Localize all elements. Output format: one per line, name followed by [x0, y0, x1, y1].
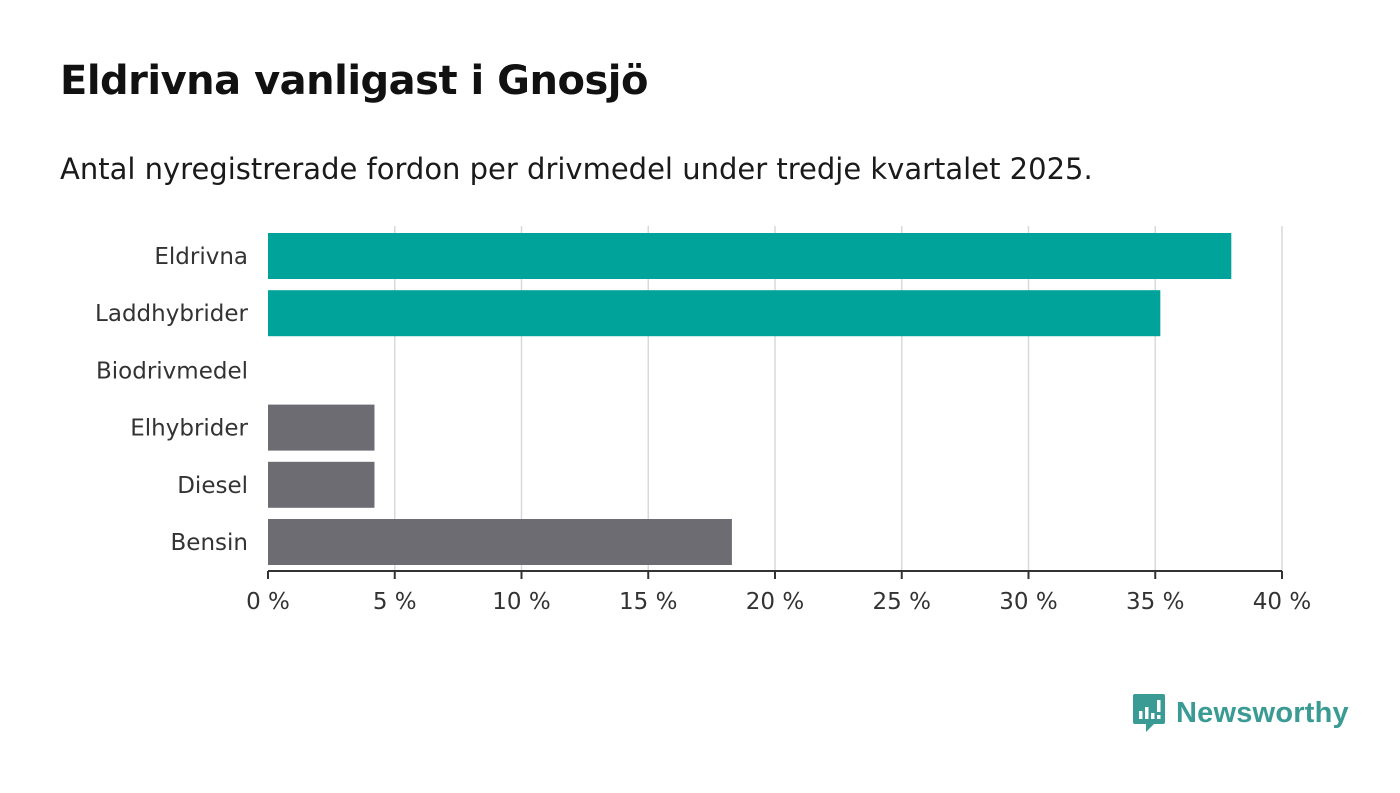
category-label: Diesel	[177, 473, 248, 499]
x-axis: 0 % 5 % 10 % 15 % 20 % 25 % 30 % 35 % 40 %	[246, 570, 1311, 615]
category-label: Elhybrider	[130, 416, 248, 442]
bars	[268, 233, 1232, 565]
bar	[268, 233, 1232, 279]
x-tick-label: 40 %	[1253, 589, 1311, 615]
chart-title: Eldrivna vanligast i Gnosjö	[60, 58, 648, 104]
category-label: Eldrivna	[154, 244, 248, 270]
category-labels: Eldrivna Laddhybrider Biodrivmedel Elhybrid…	[95, 244, 248, 556]
bar	[268, 519, 732, 565]
brand-logo: Newsworthy	[1132, 692, 1349, 734]
x-tick-label: 35 %	[1126, 589, 1184, 615]
bar	[268, 461, 375, 508]
chart-subtitle: Antal nyregistrerade fordon per drivmede…	[60, 152, 1093, 186]
x-tick-label: 15 %	[619, 589, 677, 615]
x-tick-label: 5 %	[373, 589, 417, 615]
category-label: Laddhybrider	[95, 301, 248, 327]
x-tick-label: 25 %	[873, 589, 931, 615]
bar	[268, 404, 375, 451]
bar	[268, 290, 1161, 337]
category-label: Biodrivmedel	[96, 358, 248, 384]
gridlines	[394, 226, 1283, 571]
x-tick-label: 0 %	[246, 589, 290, 615]
x-tick-label: 20 %	[746, 589, 804, 615]
x-tick-label: 10 %	[492, 589, 550, 615]
category-label: Bensin	[171, 530, 248, 556]
brand-name: Newsworthy	[1176, 696, 1349, 729]
newsworthy-logo-icon	[1133, 694, 1165, 732]
x-tick-label: 30 %	[999, 589, 1057, 615]
